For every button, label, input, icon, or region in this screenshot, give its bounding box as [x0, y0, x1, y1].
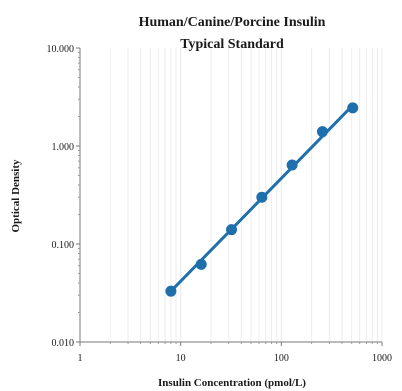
- x-tick-label: 100: [274, 353, 289, 364]
- y-axis-label: Optical Density: [10, 159, 22, 233]
- axes-layer: [79, 48, 382, 343]
- data-point: [316, 126, 328, 138]
- y-tick-label: 0.010: [52, 338, 75, 349]
- x-axis-label: Insulin Concentration (pmol/L): [158, 377, 306, 389]
- data-point: [286, 159, 298, 171]
- y-tick-label: 1.000: [52, 142, 75, 153]
- y-tick-label: 10.000: [47, 44, 75, 55]
- data-point: [256, 191, 268, 203]
- grid-layer: [79, 48, 383, 342]
- series-layer: [165, 102, 359, 297]
- x-tick-label: 1: [78, 353, 83, 364]
- x-tick-label: 1000: [372, 353, 392, 364]
- data-point: [347, 102, 359, 114]
- data-point: [165, 285, 177, 297]
- y-tick-label: 0.100: [52, 240, 75, 251]
- data-point: [195, 258, 207, 270]
- chart-title-line-2: Typical Standard: [180, 37, 284, 52]
- data-point: [226, 224, 238, 236]
- x-tick-label: 10: [176, 353, 186, 364]
- chart-title-line-1: Human/Canine/Porcine Insulin: [139, 15, 326, 30]
- ticks-layer: 1 10 100 1000 0.010 0.100 1.000 10.000: [47, 44, 393, 364]
